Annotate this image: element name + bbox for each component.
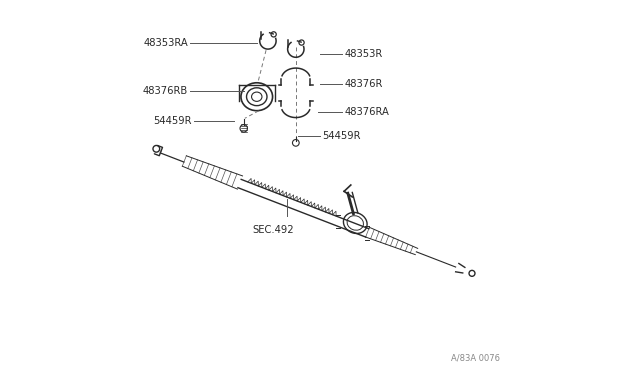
Text: SEC.492: SEC.492 (253, 225, 294, 235)
Text: 48376RA: 48376RA (344, 107, 389, 116)
Text: 48353R: 48353R (344, 49, 383, 59)
Text: 54459R: 54459R (153, 116, 191, 126)
Text: 48353RA: 48353RA (143, 38, 188, 48)
Text: 48376R: 48376R (344, 79, 383, 89)
Text: 48376RB: 48376RB (143, 86, 188, 96)
Text: 54459R: 54459R (322, 131, 360, 141)
Text: A/83A 0076: A/83A 0076 (451, 354, 500, 363)
